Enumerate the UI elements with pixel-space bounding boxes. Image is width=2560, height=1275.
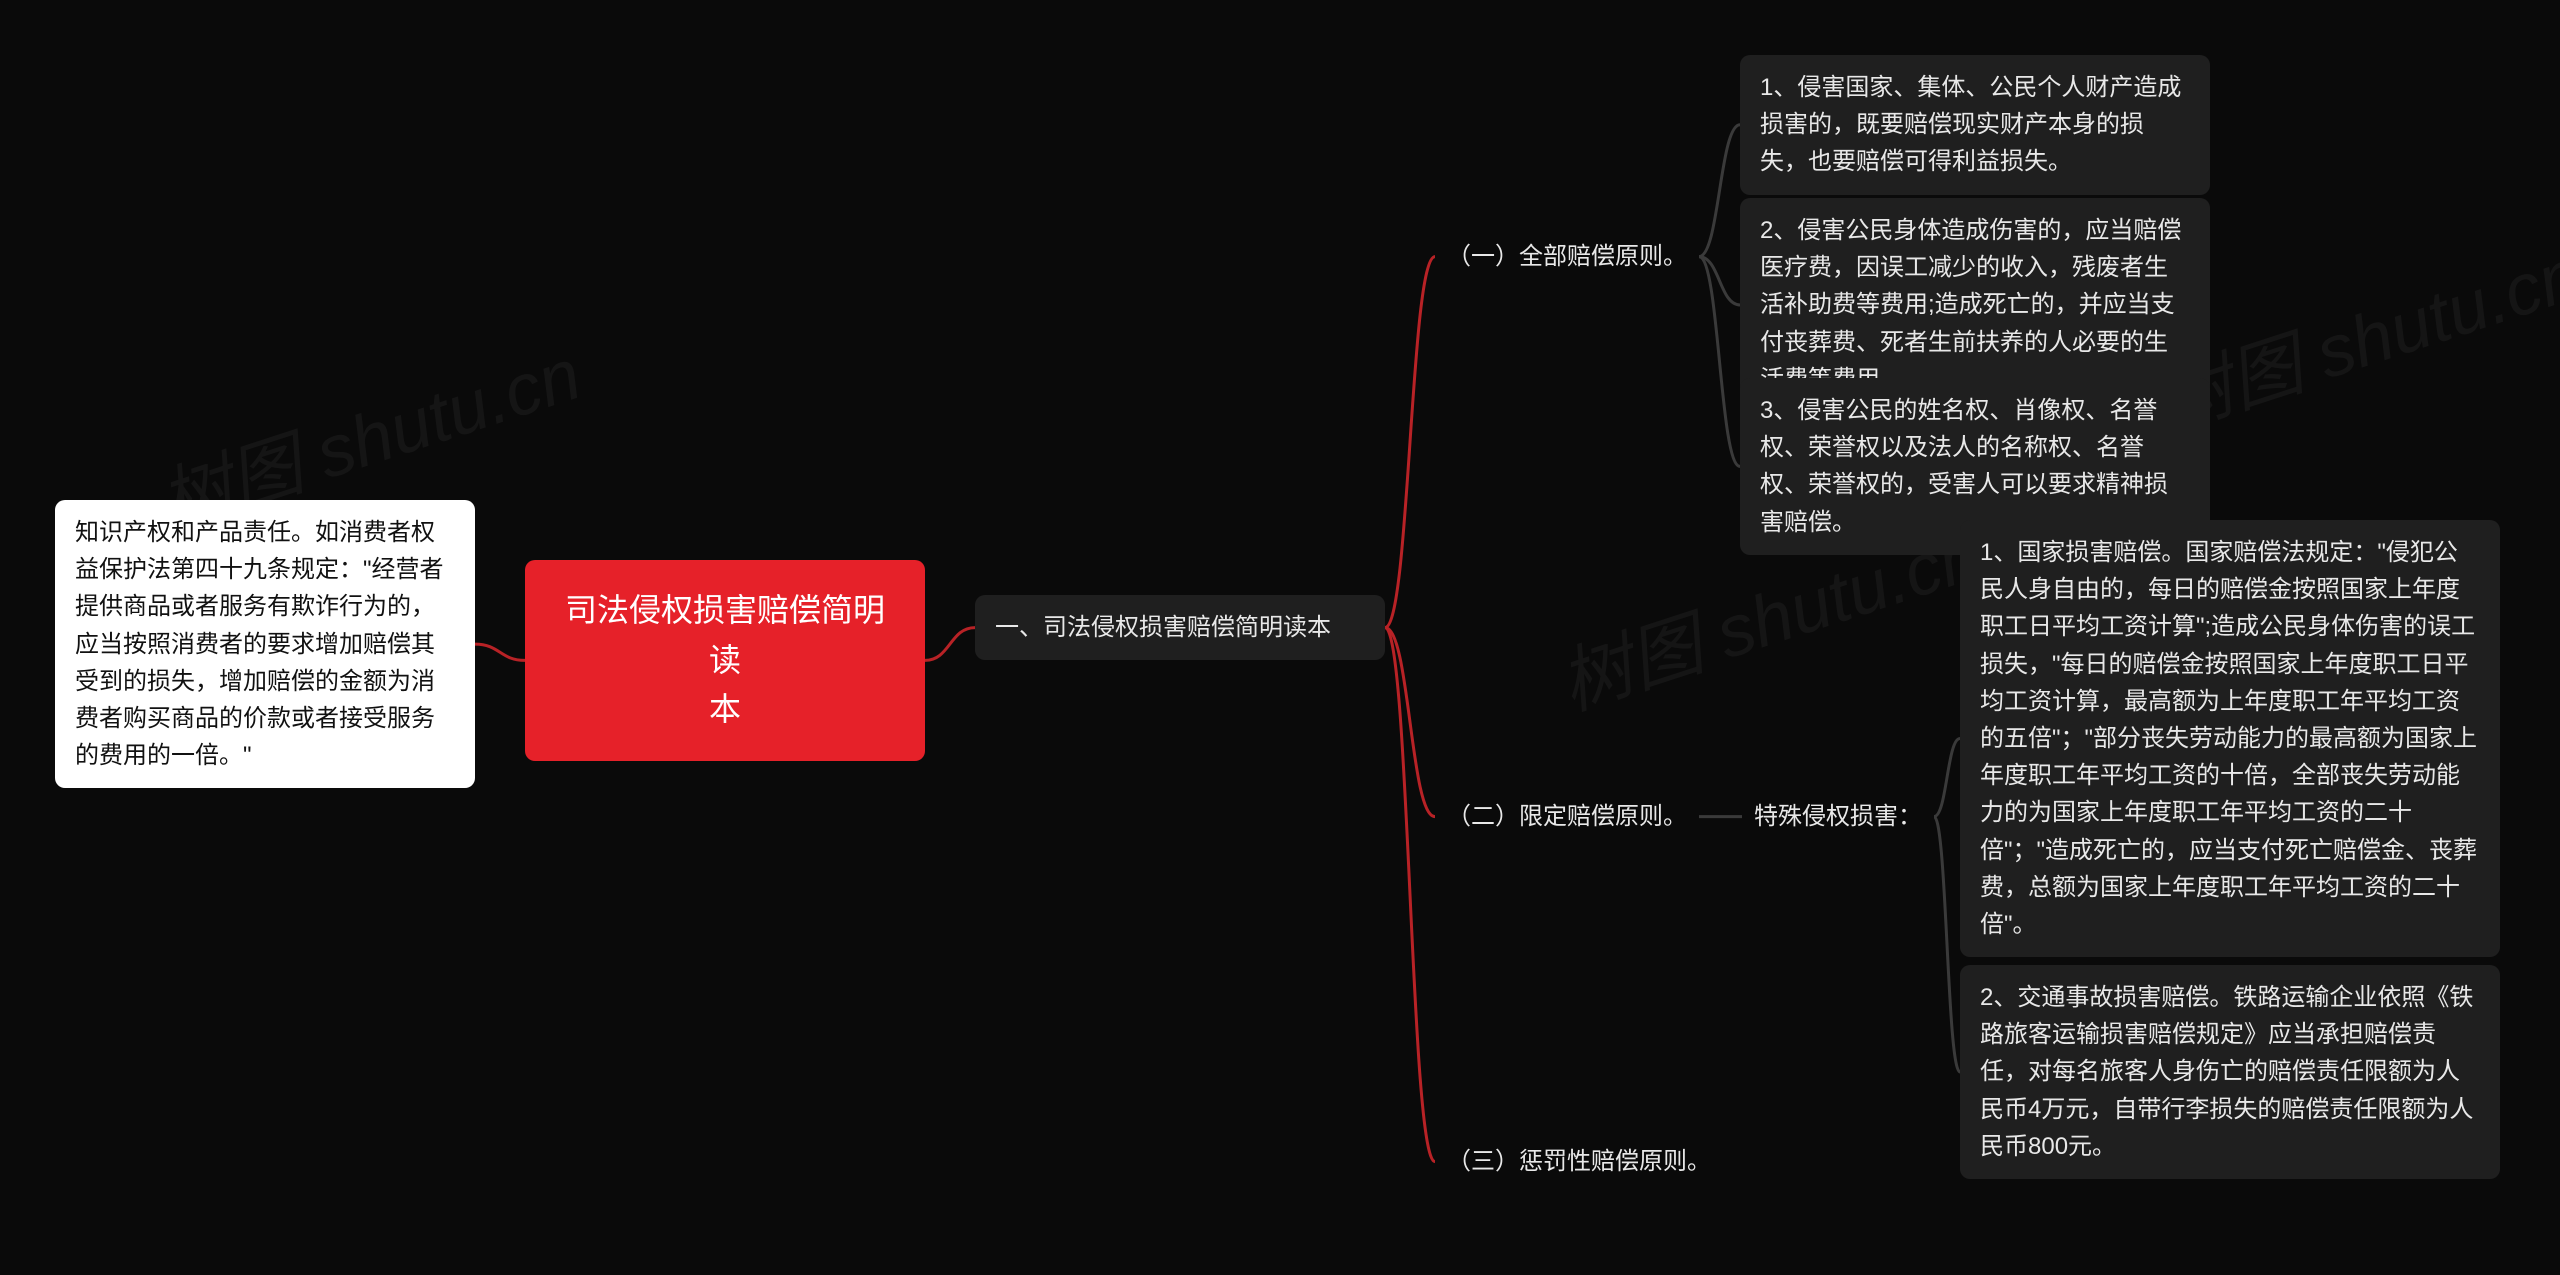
- connector: [1385, 257, 1435, 628]
- note-ip-liability[interactable]: 知识产权和产品责任。如消费者权益保护法第四十九条规定："经营者提供商品或者服务有…: [55, 500, 475, 788]
- connector: [1699, 257, 1740, 467]
- connector: [925, 628, 975, 661]
- root-line2: 本: [709, 691, 741, 727]
- section-1-title[interactable]: 一、司法侵权损害赔偿简明读本: [975, 595, 1385, 660]
- leaf-2-1[interactable]: 1、国家损害赔偿。国家赔偿法规定："侵犯公民人身自由的，每日的赔偿金按照国家上年…: [1960, 520, 2500, 957]
- connector: [1385, 628, 1435, 817]
- connector: [1699, 257, 1740, 305]
- leaf-2-2[interactable]: 2、交通事故损害赔偿。铁路运输企业依照《铁路旅客运输损害赔偿规定》应当承担赔偿责…: [1960, 965, 2500, 1179]
- connector: [1934, 817, 1960, 1072]
- special-infringement-label[interactable]: 特殊侵权损害：: [1742, 790, 1934, 843]
- connector: [1934, 739, 1960, 817]
- connector: [1385, 628, 1435, 1162]
- root-line1: 司法侵权损害赔偿简明读: [565, 592, 885, 678]
- connector: [1699, 125, 1740, 257]
- principle-1-full-compensation[interactable]: （一）全部赔偿原则。: [1435, 230, 1699, 283]
- principle-3-punitive-compensation[interactable]: （三）惩罚性赔偿原则。: [1435, 1135, 1723, 1188]
- principle-2-limited-compensation[interactable]: （二）限定赔偿原则。: [1435, 790, 1699, 843]
- leaf-1-1[interactable]: 1、侵害国家、集体、公民个人财产造成损害的，既要赔偿现实财产本身的损失，也要赔偿…: [1740, 55, 2210, 195]
- root-node[interactable]: 司法侵权损害赔偿简明读 本: [525, 560, 925, 761]
- connector: [475, 644, 525, 660]
